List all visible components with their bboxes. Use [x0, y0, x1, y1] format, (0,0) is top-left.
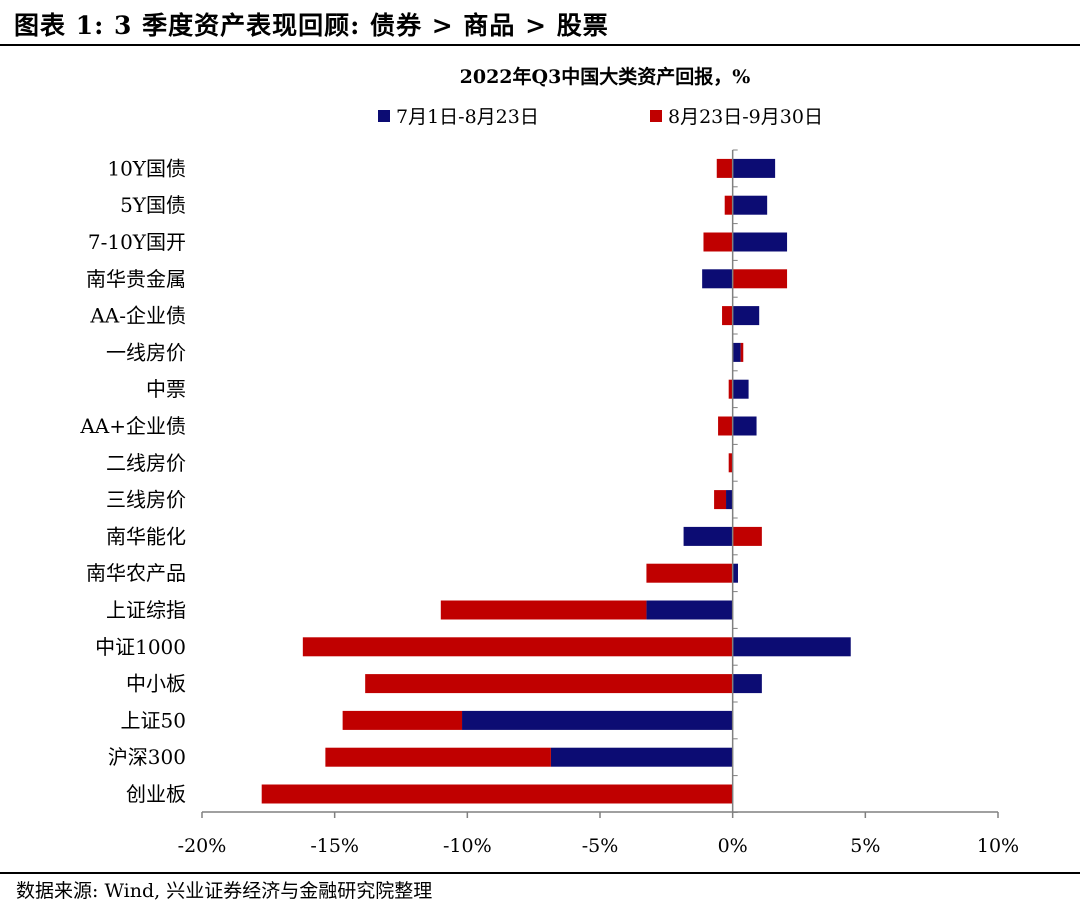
bar-series-1-15 [732, 674, 762, 694]
bar-series-2-7 [728, 379, 733, 399]
bar-series-2-18 [261, 784, 733, 804]
bar-series-1-13 [646, 600, 733, 620]
category-label: 创业板 [126, 782, 186, 806]
category-label: 二线房价 [106, 451, 186, 475]
bar-series-2-9 [728, 453, 733, 473]
chart-title: 2022年Q3中国大类资产回报，% [460, 65, 751, 88]
x-tick-label: 10% [977, 835, 1019, 857]
bar-series-1-8 [732, 416, 757, 436]
bar-series-1-17 [550, 747, 733, 767]
category-label: 一线房价 [106, 340, 186, 364]
category-label: 5Y国债 [120, 193, 186, 217]
category-label: 南华能化 [106, 524, 186, 548]
category-label: 上证综指 [106, 598, 186, 622]
bar-series-2-13 [440, 600, 647, 620]
source-note: 数据来源: Wind, 兴业证券经济与金融研究院整理 [16, 880, 433, 902]
legend-swatch-series-2 [650, 110, 662, 122]
category-label: 中证1000 [95, 635, 186, 659]
bar-series-2-10 [714, 490, 727, 510]
x-tick-label: 5% [850, 835, 880, 857]
category-label: 7-10Y国开 [88, 230, 186, 254]
bar-series-1-6 [732, 342, 741, 362]
bar-series-2-17 [325, 747, 551, 767]
chart-legend: 7月1日-8月23日 8月23日-9月30日 [378, 106, 823, 128]
category-label: 中票 [146, 377, 186, 401]
bar-series-1-5 [732, 306, 760, 326]
bar-series-1-7 [732, 379, 749, 399]
bar-series-1-2 [732, 195, 768, 215]
bar-series-2-16 [342, 710, 463, 730]
category-label: 南华农产品 [86, 561, 186, 585]
legend-label-series-1: 7月1日-8月23日 [396, 106, 539, 128]
category-label: 南华贵金属 [86, 267, 186, 291]
bar-series-1-12 [732, 563, 738, 583]
bar-series-1-1 [732, 158, 776, 178]
bar-series-2-12 [646, 563, 733, 583]
x-tick-label: 0% [718, 835, 748, 857]
bottom-divider [0, 872, 1080, 874]
page-title: 图表 1: 3 季度资产表现回顾: 债券 > 商品 > 股票 [14, 11, 609, 40]
bar-series-2-5 [722, 306, 733, 326]
bar-chart: 2022年Q3中国大类资产回报，% 7月1日-8月23日 8月23日-9月30日… [79, 65, 1019, 857]
category-label: 三线房价 [106, 488, 186, 512]
x-tick-label: -5% [582, 835, 619, 857]
category-label: 中小板 [126, 672, 186, 696]
x-tick-label: -10% [443, 835, 492, 857]
x-tick-label: -20% [178, 835, 227, 857]
category-label: 10Y国债 [107, 156, 186, 180]
legend-label-series-2: 8月23日-9月30日 [668, 106, 823, 128]
category-label: 沪深300 [108, 745, 186, 769]
bar-series-2-8 [718, 416, 733, 436]
bar-series-2-2 [724, 195, 733, 215]
bar-series-1-4 [702, 269, 733, 289]
bar-series-2-3 [703, 232, 733, 252]
category-label: AA-企业债 [89, 304, 186, 328]
top-divider [0, 44, 1080, 46]
bar-series-1-11 [683, 526, 733, 546]
bar-series-2-6 [740, 342, 744, 362]
category-label: 上证50 [121, 708, 186, 732]
bar-series-1-14 [732, 637, 851, 657]
bar-series-1-10 [726, 490, 733, 510]
bar-series-2-14 [302, 637, 733, 657]
bar-series-2-15 [365, 674, 733, 694]
bar-series-2-4 [732, 269, 788, 289]
category-label: AA+企业债 [79, 414, 186, 438]
x-tick-label: -15% [310, 835, 359, 857]
bar-series-1-3 [732, 232, 788, 252]
bar-series-1-16 [462, 710, 733, 730]
bar-series-2-11 [732, 526, 762, 546]
legend-swatch-series-1 [378, 110, 390, 122]
bar-series-2-1 [716, 158, 733, 178]
